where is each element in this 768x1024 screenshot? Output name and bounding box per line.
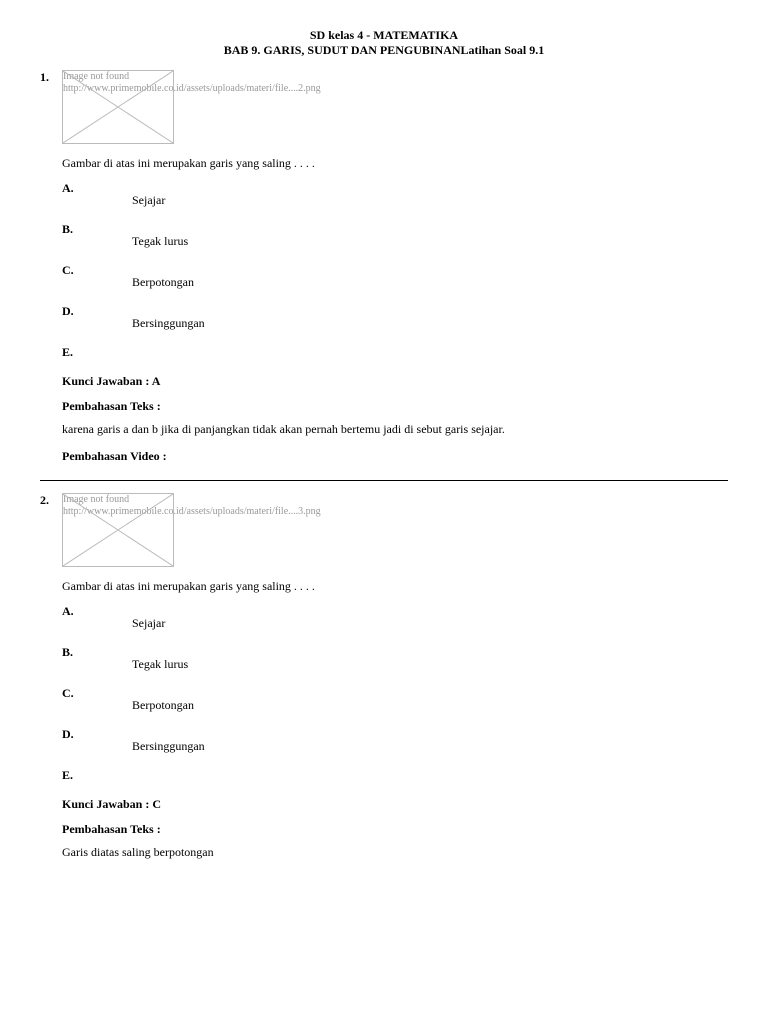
video-label: Pembahasan Video : bbox=[62, 449, 728, 464]
question-1: 1. Image not found http://www.primemobil… bbox=[40, 70, 728, 472]
divider bbox=[40, 480, 728, 481]
question-number: 1. bbox=[40, 70, 62, 85]
option-e: E. bbox=[62, 768, 728, 783]
option-d: D. Bersinggungan bbox=[62, 304, 728, 331]
option-b: B. Tegak lurus bbox=[62, 645, 728, 672]
option-e: E. bbox=[62, 345, 728, 360]
explanation-label: Pembahasan Teks : bbox=[62, 399, 728, 414]
question-number: 2. bbox=[40, 493, 62, 508]
option-a: A. Sejajar bbox=[62, 181, 728, 208]
option-d: D. Bersinggungan bbox=[62, 727, 728, 754]
broken-image-x-icon bbox=[63, 71, 173, 143]
header-line1: SD kelas 4 - MATEMATIKA bbox=[40, 28, 728, 43]
option-c: C. Berpotongan bbox=[62, 263, 728, 290]
options-list: A. Sejajar B. Tegak lurus C. Berpotongan… bbox=[62, 604, 728, 783]
option-c: C. Berpotongan bbox=[62, 686, 728, 713]
question-prompt: Gambar di atas ini merupakan garis yang … bbox=[62, 579, 728, 594]
question-prompt: Gambar di atas ini merupakan garis yang … bbox=[62, 156, 728, 171]
options-list: A. Sejajar B. Tegak lurus C. Berpotongan… bbox=[62, 181, 728, 360]
option-b: B. Tegak lurus bbox=[62, 222, 728, 249]
option-a: A. Sejajar bbox=[62, 604, 728, 631]
answer-key: Kunci Jawaban : A bbox=[62, 374, 728, 389]
broken-image-placeholder: Image not found http://www.primemobile.c… bbox=[62, 493, 174, 567]
broken-image-placeholder: Image not found http://www.primemobile.c… bbox=[62, 70, 174, 144]
answer-key: Kunci Jawaban : C bbox=[62, 797, 728, 812]
explanation-label: Pembahasan Teks : bbox=[62, 822, 728, 837]
broken-image-x-icon bbox=[63, 494, 173, 566]
question-2: 2. Image not found http://www.primemobil… bbox=[40, 493, 728, 872]
header-line2: BAB 9. GARIS, SUDUT DAN PENGUBINANLatiha… bbox=[40, 43, 728, 58]
doc-header: SD kelas 4 - MATEMATIKA BAB 9. GARIS, SU… bbox=[40, 28, 728, 58]
explanation-text: Garis diatas saling berpotongan bbox=[62, 845, 728, 860]
explanation-text: karena garis a dan b jika di panjangkan … bbox=[62, 422, 728, 437]
